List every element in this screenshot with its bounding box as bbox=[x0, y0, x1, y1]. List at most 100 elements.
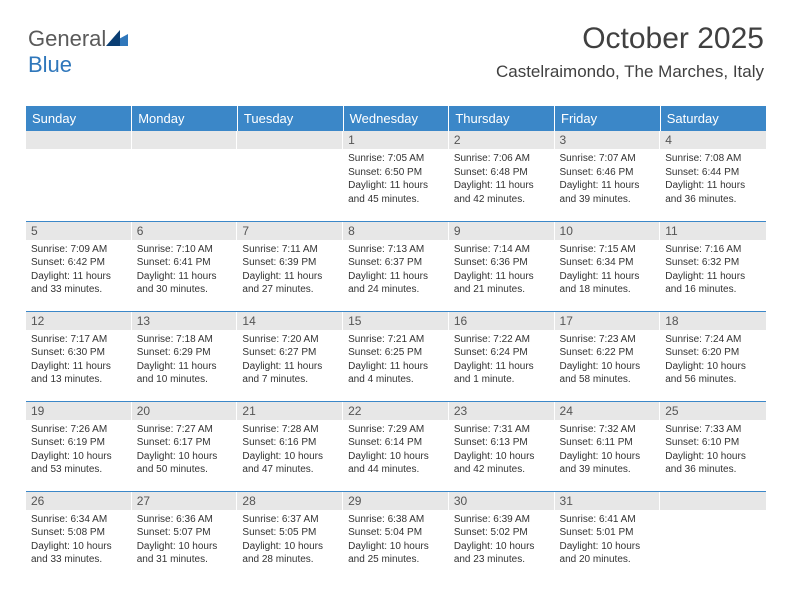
day-number: 6 bbox=[132, 222, 238, 240]
sunset-text: Sunset: 6:29 PM bbox=[137, 346, 233, 360]
day-body: Sunrise: 7:29 AMSunset: 6:14 PMDaylight:… bbox=[343, 420, 449, 480]
sunrise-text: Sunrise: 7:14 AM bbox=[454, 243, 550, 257]
daylight-text: Daylight: 11 hours and 33 minutes. bbox=[31, 270, 127, 297]
day-body: Sunrise: 7:18 AMSunset: 6:29 PMDaylight:… bbox=[132, 330, 238, 390]
daylight-text: Daylight: 10 hours and 28 minutes. bbox=[242, 540, 338, 567]
day-body: Sunrise: 7:26 AMSunset: 6:19 PMDaylight:… bbox=[26, 420, 132, 480]
daylight-text: Daylight: 11 hours and 42 minutes. bbox=[454, 179, 550, 206]
sunrise-text: Sunrise: 7:06 AM bbox=[454, 152, 550, 166]
daylight-text: Daylight: 11 hours and 45 minutes. bbox=[348, 179, 444, 206]
calendar-row: 1Sunrise: 7:05 AMSunset: 6:50 PMDaylight… bbox=[26, 131, 766, 221]
daylight-text: Daylight: 10 hours and 39 minutes. bbox=[560, 450, 656, 477]
day-number bbox=[660, 492, 766, 510]
day-body: Sunrise: 7:22 AMSunset: 6:24 PMDaylight:… bbox=[449, 330, 555, 390]
day-number: 23 bbox=[449, 402, 555, 420]
calendar-cell bbox=[237, 131, 343, 221]
sunrise-text: Sunrise: 7:24 AM bbox=[665, 333, 761, 347]
sunset-text: Sunset: 6:30 PM bbox=[31, 346, 127, 360]
day-body: Sunrise: 7:20 AMSunset: 6:27 PMDaylight:… bbox=[237, 330, 343, 390]
day-body: Sunrise: 7:21 AMSunset: 6:25 PMDaylight:… bbox=[343, 330, 449, 390]
day-number: 21 bbox=[237, 402, 343, 420]
day-number: 29 bbox=[343, 492, 449, 510]
day-number: 30 bbox=[449, 492, 555, 510]
sunset-text: Sunset: 6:46 PM bbox=[560, 166, 656, 180]
calendar-cell: 28Sunrise: 6:37 AMSunset: 5:05 PMDayligh… bbox=[237, 491, 343, 581]
day-number: 9 bbox=[449, 222, 555, 240]
sunrise-text: Sunrise: 7:18 AM bbox=[137, 333, 233, 347]
day-body: Sunrise: 7:08 AMSunset: 6:44 PMDaylight:… bbox=[660, 149, 766, 209]
day-body: Sunrise: 7:09 AMSunset: 6:42 PMDaylight:… bbox=[26, 240, 132, 300]
sunset-text: Sunset: 6:19 PM bbox=[31, 436, 127, 450]
day-number bbox=[132, 131, 238, 149]
day-number: 3 bbox=[555, 131, 661, 149]
day-body: Sunrise: 6:39 AMSunset: 5:02 PMDaylight:… bbox=[449, 510, 555, 570]
calendar-cell: 30Sunrise: 6:39 AMSunset: 5:02 PMDayligh… bbox=[449, 491, 555, 581]
day-number: 19 bbox=[26, 402, 132, 420]
daylight-text: Daylight: 11 hours and 10 minutes. bbox=[137, 360, 233, 387]
day-number: 2 bbox=[449, 131, 555, 149]
daylight-text: Daylight: 10 hours and 44 minutes. bbox=[348, 450, 444, 477]
calendar-cell: 7Sunrise: 7:11 AMSunset: 6:39 PMDaylight… bbox=[237, 221, 343, 311]
sunrise-text: Sunrise: 7:16 AM bbox=[665, 243, 761, 257]
sunrise-text: Sunrise: 7:28 AM bbox=[242, 423, 338, 437]
header: October 2025 Castelraimondo, The Marches… bbox=[496, 22, 764, 82]
daylight-text: Daylight: 10 hours and 36 minutes. bbox=[665, 450, 761, 477]
sunrise-text: Sunrise: 7:26 AM bbox=[31, 423, 127, 437]
sunset-text: Sunset: 6:14 PM bbox=[348, 436, 444, 450]
day-body: Sunrise: 7:13 AMSunset: 6:37 PMDaylight:… bbox=[343, 240, 449, 300]
calendar-cell: 1Sunrise: 7:05 AMSunset: 6:50 PMDaylight… bbox=[343, 131, 449, 221]
weekday-header: Saturday bbox=[660, 106, 766, 131]
sunset-text: Sunset: 6:10 PM bbox=[665, 436, 761, 450]
daylight-text: Daylight: 10 hours and 33 minutes. bbox=[31, 540, 127, 567]
daylight-text: Daylight: 11 hours and 27 minutes. bbox=[242, 270, 338, 297]
calendar-cell: 13Sunrise: 7:18 AMSunset: 6:29 PMDayligh… bbox=[132, 311, 238, 401]
sunset-text: Sunset: 6:27 PM bbox=[242, 346, 338, 360]
sunrise-text: Sunrise: 7:27 AM bbox=[137, 423, 233, 437]
sunset-text: Sunset: 6:48 PM bbox=[454, 166, 550, 180]
daylight-text: Daylight: 11 hours and 39 minutes. bbox=[560, 179, 656, 206]
day-number: 31 bbox=[555, 492, 661, 510]
daylight-text: Daylight: 10 hours and 47 minutes. bbox=[242, 450, 338, 477]
day-body: Sunrise: 6:34 AMSunset: 5:08 PMDaylight:… bbox=[26, 510, 132, 570]
calendar-cell: 14Sunrise: 7:20 AMSunset: 6:27 PMDayligh… bbox=[237, 311, 343, 401]
sunrise-text: Sunrise: 7:29 AM bbox=[348, 423, 444, 437]
daylight-text: Daylight: 11 hours and 24 minutes. bbox=[348, 270, 444, 297]
calendar-cell: 26Sunrise: 6:34 AMSunset: 5:08 PMDayligh… bbox=[26, 491, 132, 581]
calendar-cell: 8Sunrise: 7:13 AMSunset: 6:37 PMDaylight… bbox=[343, 221, 449, 311]
sunrise-text: Sunrise: 7:10 AM bbox=[137, 243, 233, 257]
day-body: Sunrise: 7:17 AMSunset: 6:30 PMDaylight:… bbox=[26, 330, 132, 390]
sunset-text: Sunset: 6:17 PM bbox=[137, 436, 233, 450]
day-number: 13 bbox=[132, 312, 238, 330]
day-body: Sunrise: 7:32 AMSunset: 6:11 PMDaylight:… bbox=[555, 420, 661, 480]
calendar-cell: 25Sunrise: 7:33 AMSunset: 6:10 PMDayligh… bbox=[660, 401, 766, 491]
sunrise-text: Sunrise: 6:34 AM bbox=[31, 513, 127, 527]
calendar-cell: 29Sunrise: 6:38 AMSunset: 5:04 PMDayligh… bbox=[343, 491, 449, 581]
daylight-text: Daylight: 11 hours and 21 minutes. bbox=[454, 270, 550, 297]
day-body: Sunrise: 7:23 AMSunset: 6:22 PMDaylight:… bbox=[555, 330, 661, 390]
weekday-header: Sunday bbox=[26, 106, 132, 131]
daylight-text: Daylight: 10 hours and 42 minutes. bbox=[454, 450, 550, 477]
sunset-text: Sunset: 6:13 PM bbox=[454, 436, 550, 450]
sunrise-text: Sunrise: 7:31 AM bbox=[454, 423, 550, 437]
weekday-header: Friday bbox=[555, 106, 661, 131]
daylight-text: Daylight: 10 hours and 50 minutes. bbox=[137, 450, 233, 477]
calendar-row: 26Sunrise: 6:34 AMSunset: 5:08 PMDayligh… bbox=[26, 491, 766, 581]
day-body: Sunrise: 7:07 AMSunset: 6:46 PMDaylight:… bbox=[555, 149, 661, 209]
day-number: 28 bbox=[237, 492, 343, 510]
sunset-text: Sunset: 5:07 PM bbox=[137, 526, 233, 540]
sunrise-text: Sunrise: 6:36 AM bbox=[137, 513, 233, 527]
sunrise-text: Sunrise: 7:17 AM bbox=[31, 333, 127, 347]
calendar-cell: 31Sunrise: 6:41 AMSunset: 5:01 PMDayligh… bbox=[555, 491, 661, 581]
calendar-cell: 17Sunrise: 7:23 AMSunset: 6:22 PMDayligh… bbox=[555, 311, 661, 401]
day-number: 11 bbox=[660, 222, 766, 240]
calendar-cell: 20Sunrise: 7:27 AMSunset: 6:17 PMDayligh… bbox=[132, 401, 238, 491]
logo-text-blue: Blue bbox=[28, 52, 72, 77]
sunrise-text: Sunrise: 7:11 AM bbox=[242, 243, 338, 257]
day-body: Sunrise: 7:27 AMSunset: 6:17 PMDaylight:… bbox=[132, 420, 238, 480]
daylight-text: Daylight: 10 hours and 23 minutes. bbox=[454, 540, 550, 567]
day-number: 22 bbox=[343, 402, 449, 420]
day-body: Sunrise: 6:41 AMSunset: 5:01 PMDaylight:… bbox=[555, 510, 661, 570]
sunset-text: Sunset: 6:20 PM bbox=[665, 346, 761, 360]
daylight-text: Daylight: 11 hours and 18 minutes. bbox=[560, 270, 656, 297]
day-number: 8 bbox=[343, 222, 449, 240]
